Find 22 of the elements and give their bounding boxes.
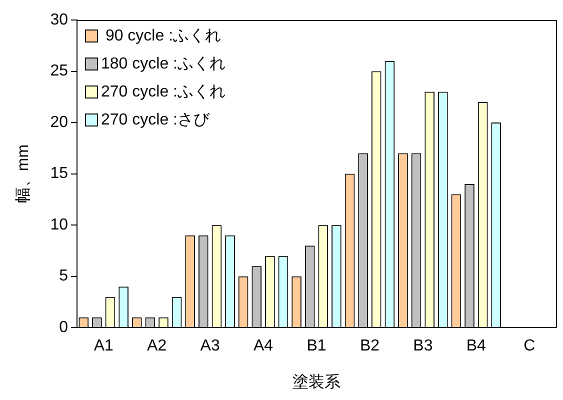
x-tick-label: C: [524, 338, 536, 355]
y-tick-label: 15: [50, 165, 68, 182]
x-tick-label: B2: [360, 338, 380, 355]
legend-label: 180 cycle :ふくれ: [100, 55, 226, 72]
y-tick-label: 0: [59, 319, 68, 336]
x-tick-label: A1: [94, 338, 114, 355]
x-tick-label: B3: [413, 338, 433, 355]
x-tick-label: A2: [147, 338, 167, 355]
y-tick-label: 30: [50, 11, 68, 28]
y-axis-title: 幅、mm: [15, 144, 32, 204]
legend-label: 90 cycle :ふくれ: [100, 27, 222, 44]
y-tick-label: 5: [59, 268, 68, 285]
x-axis-title: 塗装系: [292, 372, 340, 391]
x-tick-label: A3: [200, 338, 220, 355]
y-tick-label: 25: [50, 62, 68, 80]
y-tick-label: 20: [50, 114, 68, 131]
x-tick-label: A4: [253, 338, 274, 355]
x-tick-label: B4: [466, 338, 486, 355]
legend-label: 270 cycle :ふくれ: [100, 83, 226, 100]
legend-label: 270 cycle :さび: [100, 111, 210, 128]
x-tick-label: B1: [306, 338, 326, 355]
y-tick-label: 10: [50, 216, 68, 234]
